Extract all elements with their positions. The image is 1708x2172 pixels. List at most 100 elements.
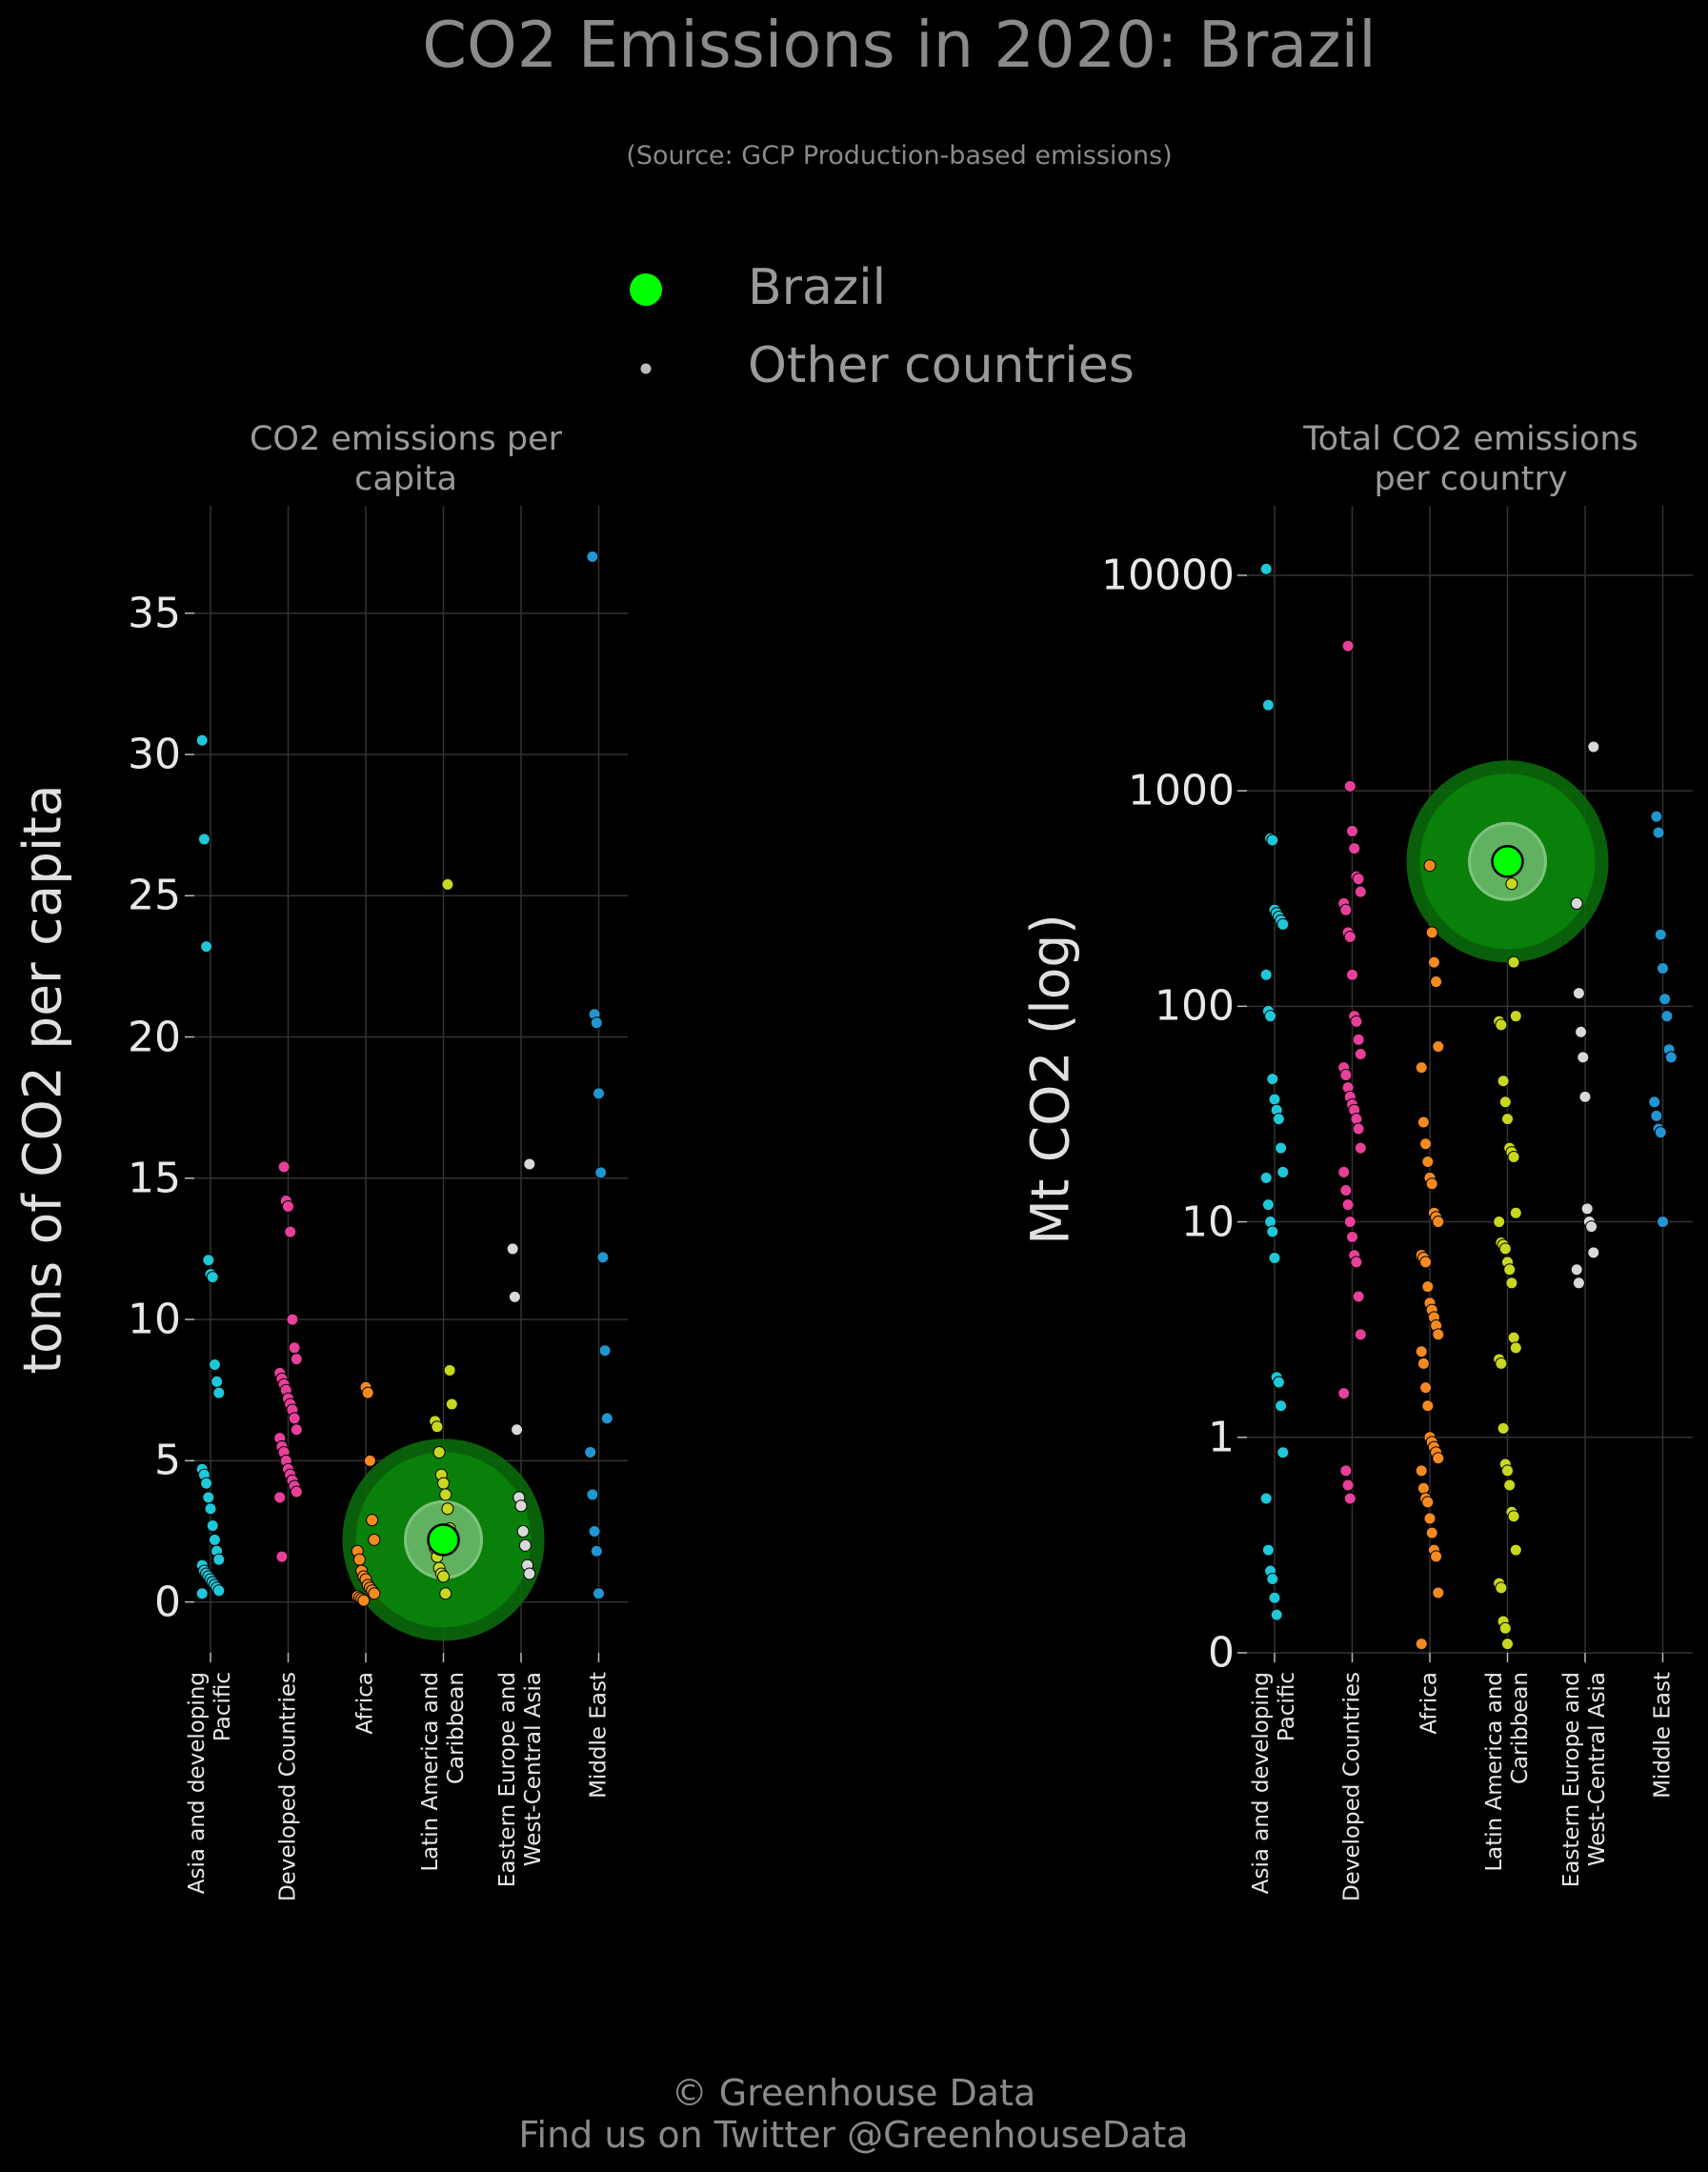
- point: [1577, 1051, 1590, 1064]
- y-axis-label: Mt CO2 (log): [1019, 914, 1081, 1245]
- point: [1419, 1256, 1433, 1269]
- footer: Find us on Twitter @GreenhouseData: [518, 2114, 1189, 2156]
- point: [1430, 1550, 1443, 1563]
- point: [1493, 1216, 1506, 1229]
- point: [1432, 1040, 1445, 1054]
- point: [1276, 917, 1290, 931]
- point: [1585, 1220, 1598, 1234]
- point: [368, 1533, 381, 1546]
- point: [1343, 1216, 1356, 1229]
- point: [1259, 1171, 1273, 1184]
- point: [1266, 1225, 1279, 1238]
- point: [439, 1488, 452, 1501]
- point: [1427, 955, 1440, 969]
- point: [1587, 740, 1600, 754]
- legend-label: Other countries: [748, 337, 1135, 394]
- point: [598, 1344, 612, 1358]
- point: [288, 1412, 301, 1425]
- point: [282, 1199, 294, 1213]
- x-tick-label: Africa: [1417, 1672, 1442, 1735]
- point: [1337, 1387, 1351, 1400]
- point: [1507, 1510, 1520, 1523]
- legend-marker: [639, 362, 653, 375]
- point: [288, 1341, 301, 1355]
- point: [1415, 1638, 1428, 1651]
- point: [1507, 1331, 1520, 1344]
- point: [1259, 968, 1273, 981]
- point: [1432, 1586, 1445, 1599]
- point: [1572, 1277, 1585, 1290]
- point: [1421, 1496, 1435, 1509]
- footer: © Greenhouse Data: [671, 2072, 1036, 2114]
- point: [208, 1533, 221, 1546]
- point: [206, 1271, 219, 1284]
- point: [1425, 1177, 1438, 1191]
- point: [1575, 1025, 1588, 1038]
- y-tick-label: 20: [128, 1013, 181, 1062]
- point: [368, 1587, 381, 1600]
- point: [366, 1514, 379, 1527]
- y-tick-label: 5: [154, 1436, 181, 1485]
- x-tick-label: Developed Countries: [1339, 1672, 1364, 1902]
- point: [1570, 896, 1583, 910]
- point: [594, 1166, 608, 1179]
- x-tick-label: Middle East: [586, 1672, 611, 1799]
- point: [1415, 1345, 1428, 1358]
- point: [1343, 930, 1356, 943]
- point: [1346, 1231, 1358, 1244]
- point: [1268, 1251, 1281, 1264]
- point: [277, 1160, 291, 1174]
- y-tick-label: 30: [128, 730, 181, 779]
- x-tick-label: Asia and developing Pacific: [185, 1672, 235, 1895]
- point: [1587, 1246, 1600, 1259]
- point: [1346, 824, 1358, 837]
- point: [1275, 1399, 1288, 1413]
- point: [1495, 1581, 1508, 1595]
- x-tick-label: Eastern Europe and West-Central Asia: [1559, 1672, 1610, 1888]
- point: [1432, 1452, 1445, 1465]
- point: [1570, 1263, 1583, 1277]
- point: [1259, 1492, 1273, 1505]
- point: [1415, 1061, 1428, 1075]
- point: [290, 1353, 303, 1366]
- point: [1421, 1280, 1435, 1294]
- point: [1419, 1381, 1433, 1395]
- point: [441, 1502, 454, 1516]
- point: [1421, 1155, 1435, 1168]
- point: [600, 1412, 613, 1425]
- point: [363, 1454, 376, 1467]
- point: [1354, 1048, 1367, 1061]
- point: [1266, 834, 1279, 847]
- point: [1501, 1113, 1514, 1126]
- point: [1352, 1033, 1365, 1046]
- point: [290, 1485, 303, 1498]
- point: [290, 1423, 303, 1437]
- point: [584, 1445, 597, 1458]
- legend-label: Brazil: [748, 259, 887, 316]
- point: [437, 1570, 450, 1583]
- point: [1654, 928, 1667, 941]
- point: [361, 1386, 374, 1399]
- highlight-point: [427, 1523, 460, 1557]
- point: [590, 1016, 603, 1030]
- y-tick-label: 10000: [1101, 551, 1235, 600]
- point: [1495, 1357, 1508, 1370]
- point: [1650, 1109, 1663, 1122]
- point: [206, 1519, 219, 1533]
- point: [1352, 873, 1365, 886]
- point: [593, 1087, 605, 1100]
- point: [1354, 885, 1367, 898]
- point: [208, 1358, 221, 1372]
- panel-title: Total CO2 emissions per country: [1303, 420, 1638, 498]
- point: [445, 1398, 458, 1411]
- point: [441, 877, 454, 891]
- x-tick-label: Asia and developing Pacific: [1249, 1672, 1299, 1895]
- point: [1272, 1376, 1285, 1389]
- x-tick-label: Africa: [352, 1672, 378, 1735]
- point: [212, 1553, 226, 1566]
- x-tick-label: Latin America and Caribbean: [1481, 1672, 1533, 1872]
- point: [518, 1538, 532, 1552]
- y-tick-label: 10: [128, 1295, 181, 1344]
- point: [1339, 1183, 1353, 1197]
- point: [1580, 1202, 1594, 1216]
